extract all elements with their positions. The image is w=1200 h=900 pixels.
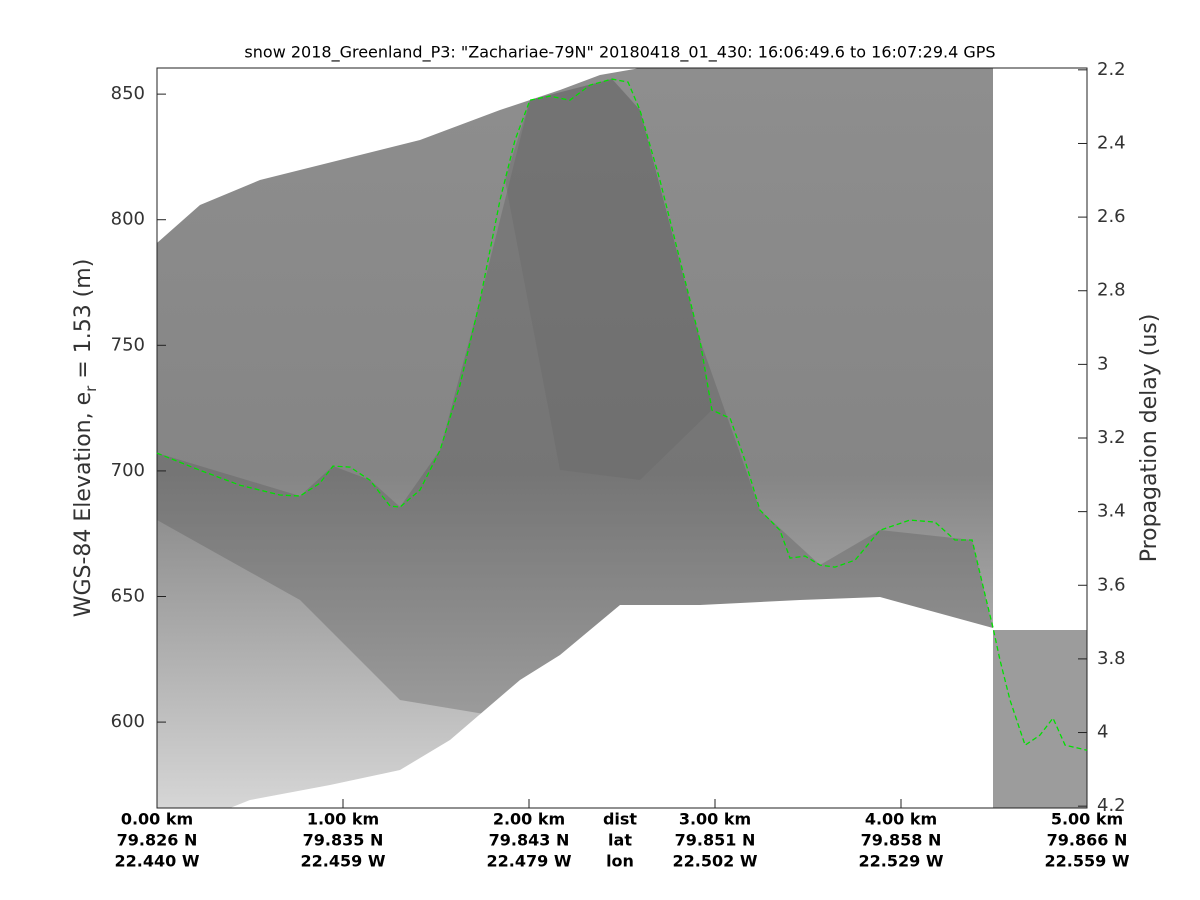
y2-tick-label: 3.8 — [1097, 648, 1126, 669]
chart-title: snow 2018_Greenland_P3: "Zachariae-79N" … — [244, 43, 995, 63]
x-tick-lon: 22.529 W — [859, 852, 944, 871]
y-axis-label-suffix: = 1.53 (m) — [71, 259, 96, 386]
y2-tick-label: 4.2 — [1097, 795, 1126, 816]
x-tick-lat: 79.826 N — [117, 831, 198, 850]
no-data-region — [993, 68, 1087, 630]
y2-tick-label: 2.6 — [1097, 206, 1126, 227]
y2-tick-label: 3.6 — [1097, 574, 1126, 595]
y-axis-label: WGS-84 Elevation, er = 1.53 (m) — [71, 259, 100, 618]
y-tick-label: 750 — [111, 334, 145, 355]
no-data-region — [157, 597, 993, 808]
x-tick-lon: 22.479 W — [487, 852, 572, 871]
x-tick-lon: 22.559 W — [1045, 852, 1130, 871]
y2-tick-label: 3.4 — [1097, 501, 1126, 522]
layer-line — [156, 78, 1088, 751]
x-tick-lon: 22.502 W — [673, 852, 758, 871]
y2-tick-label: 2.4 — [1097, 132, 1126, 153]
y-tick-label: 850 — [111, 83, 145, 104]
y2-tick-label: 2.8 — [1097, 280, 1126, 301]
x-tick-lat: 79.851 N — [675, 831, 756, 850]
y-axis-label-text: WGS-84 Elevation, e — [71, 392, 96, 617]
x-tick-label: 4.00 km — [865, 810, 937, 829]
y2-tick-label: 4 — [1097, 722, 1108, 743]
x-tick-lon: 22.440 W — [115, 852, 200, 871]
y-tick-label: 650 — [111, 585, 145, 606]
y2-axis-label: Propagation delay (us) — [1137, 314, 1162, 563]
x-row-name: lat — [608, 831, 632, 850]
x-tick-label: 3.00 km — [679, 810, 751, 829]
x-tick-lon: 22.459 W — [301, 852, 386, 871]
x-tick-lat: 79.858 N — [861, 831, 942, 850]
echogram-shadow — [505, 79, 712, 480]
y2-tick-label: 3 — [1097, 353, 1108, 374]
echogram-segment — [993, 630, 1087, 808]
echogram-shadow — [157, 79, 993, 720]
y-axis-label-subscript: r — [82, 385, 100, 392]
x-tick-lat: 79.843 N — [489, 831, 570, 850]
x-row-name: lon — [606, 852, 634, 871]
y-tick-label: 700 — [111, 460, 145, 481]
y-tick-label: 600 — [111, 711, 145, 732]
y2-tick-label: 2.2 — [1097, 59, 1126, 80]
x-row-name: dist — [603, 810, 637, 829]
y-tick-label: 800 — [111, 209, 145, 230]
x-tick-lat: 79.866 N — [1047, 831, 1128, 850]
x-tick-label: 0.00 km — [121, 810, 193, 829]
x-tick-label: 2.00 km — [493, 810, 565, 829]
echogram — [157, 68, 1087, 808]
x-tick-label: 5.00 km — [1051, 810, 1123, 829]
y2-tick-label: 3.2 — [1097, 427, 1126, 448]
x-tick-lat: 79.835 N — [303, 831, 384, 850]
no-data-region — [157, 68, 640, 243]
x-tick-label: 1.00 km — [307, 810, 379, 829]
